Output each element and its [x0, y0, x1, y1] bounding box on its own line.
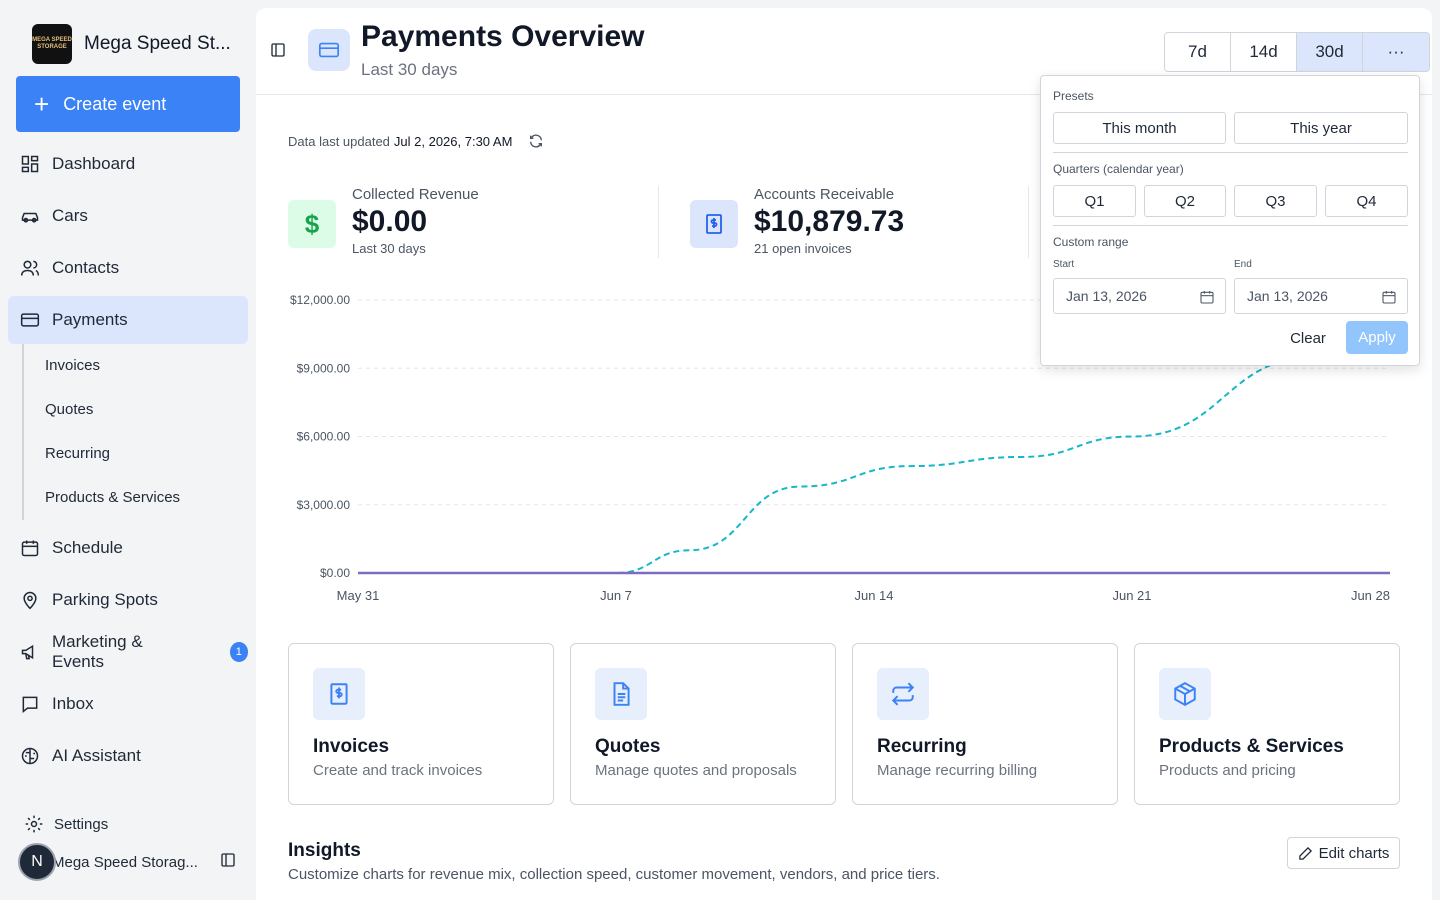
- user-name: Mega Speed Storag...: [52, 853, 198, 871]
- sidebar-item-contacts[interactable]: Contacts: [8, 244, 248, 292]
- subnav-rail: [22, 344, 24, 520]
- x-tick-label: Jun 21: [1112, 588, 1151, 603]
- apply-button[interactable]: Apply: [1346, 321, 1408, 354]
- brand-logo: MEGA SPEED STORAGE: [32, 24, 72, 64]
- x-tick-label: Jun 28: [1351, 588, 1390, 603]
- revenue-line-chart: $12,000.00 $9,000.00 $6,000.00 $3,000.00 $0.…: [290, 293, 1391, 603]
- sidebar-toggle-icon[interactable]: [220, 852, 236, 868]
- card-recurring[interactable]: Recurring Manage recurring billing: [852, 643, 1118, 805]
- range-14d-button[interactable]: 14d: [1231, 33, 1297, 71]
- calendar-icon: [21, 540, 39, 557]
- create-event-button[interactable]: + Create event: [16, 76, 240, 132]
- y-tick-label: $6,000.00: [297, 430, 351, 444]
- sidebar-subitem-invoices[interactable]: Invoices: [45, 357, 101, 374]
- document-icon: [613, 682, 630, 706]
- calendar-icon: [1200, 291, 1214, 304]
- end-date-input[interactable]: Jan 13, 2026: [1234, 278, 1408, 314]
- sidebar-item-ai-assistant[interactable]: AI Assistant: [8, 732, 248, 780]
- x-tick-label: May 31: [337, 588, 380, 603]
- divider: [1053, 152, 1408, 153]
- pencil-icon: [1298, 846, 1312, 860]
- sidebar-item-settings[interactable]: Settings: [24, 814, 108, 834]
- kpi-divider: [658, 186, 659, 258]
- card-icon: [20, 313, 40, 327]
- quarters-label: Quarters (calendar year): [1053, 162, 1184, 176]
- contacts-icon: [20, 260, 40, 276]
- preset-this-year-button[interactable]: This year: [1234, 112, 1408, 144]
- date-range-popover: Presets This month This year Quarters (c…: [1040, 75, 1420, 366]
- box-icon: [1174, 682, 1196, 706]
- card-invoices[interactable]: Invoices Create and track invoices: [288, 643, 554, 805]
- sidebar-item-inbox[interactable]: Inbox: [8, 680, 248, 728]
- series-line-0: [358, 317, 1391, 574]
- map-pin-icon: [23, 591, 37, 610]
- sidebar-subitem-products[interactable]: Products & Services: [45, 489, 181, 506]
- avatar: N: [18, 843, 56, 881]
- kpi-collected-revenue: $ Collected Revenue $0.00 Last 30 days: [288, 186, 479, 256]
- sidebar-item-marketing[interactable]: Marketing & Events 1: [8, 628, 248, 676]
- x-tick-label: Jun 14: [854, 588, 893, 603]
- y-tick-label: $9,000.00: [297, 361, 351, 375]
- data-updated: Data last updated Jul 2, 2026, 7:30 AM: [288, 133, 544, 149]
- repeat-icon: [891, 682, 915, 706]
- sidebar-item-dashboard[interactable]: Dashboard: [8, 140, 248, 188]
- gear-icon: [25, 815, 43, 833]
- edit-charts-button[interactable]: Edit charts: [1287, 837, 1400, 869]
- custom-range-label: Custom range: [1053, 235, 1129, 249]
- more-ranges-button[interactable]: ···: [1363, 33, 1429, 71]
- y-tick-label: $12,000.00: [290, 293, 350, 307]
- megaphone-icon: [21, 644, 34, 660]
- page-subtitle: Last 30 days: [361, 60, 458, 79]
- sidebar-item-parking-spots[interactable]: Parking Spots: [8, 576, 248, 624]
- invoice-icon: [330, 683, 348, 705]
- y-tick-label: $3,000.00: [297, 498, 351, 512]
- quarter-q1-button[interactable]: Q1: [1053, 185, 1136, 217]
- date-range-selector: 7d 14d 30d ···: [1164, 32, 1430, 72]
- kpi-accounts-receivable: Accounts Receivable $10,879.73 21 open i…: [690, 186, 904, 256]
- insights-title: Insights: [288, 840, 361, 861]
- panel-toggle-icon[interactable]: [270, 42, 286, 58]
- range-7d-button[interactable]: 7d: [1165, 33, 1231, 71]
- brain-icon: [21, 747, 39, 765]
- calendar-icon: [1382, 291, 1396, 304]
- clear-button[interactable]: Clear: [1285, 322, 1331, 354]
- start-label: Start: [1053, 259, 1075, 270]
- receipt-icon: [690, 200, 738, 248]
- user-account-row[interactable]: N Mega Speed Storag...: [18, 842, 248, 882]
- plus-icon: +: [34, 89, 50, 119]
- sidebar-item-cars[interactable]: Cars: [8, 192, 248, 240]
- dashboard-icon: [21, 155, 39, 173]
- card-products-services[interactable]: Products & Services Products and pricing: [1134, 643, 1400, 805]
- car-icon: [21, 212, 39, 223]
- quick-links: Invoices Create and track invoices Quote…: [288, 643, 1400, 805]
- start-date-input[interactable]: Jan 13, 2026: [1053, 278, 1226, 314]
- payments-header-icon: [308, 29, 350, 71]
- preset-this-month-button[interactable]: This month: [1053, 112, 1226, 144]
- quarter-q4-button[interactable]: Q4: [1325, 185, 1408, 217]
- x-tick-label: Jun 7: [600, 588, 632, 603]
- sidebar: MEGA SPEED STORAGE Mega Speed St... + Cr…: [0, 0, 256, 900]
- end-label: End: [1234, 259, 1252, 270]
- page-header: Payments Overview Last 30 days 7d 14d 30…: [256, 8, 1432, 95]
- quarter-q3-button[interactable]: Q3: [1234, 185, 1317, 217]
- insights-description: Customize charts for revenue mix, collec…: [288, 866, 940, 883]
- sidebar-item-payments[interactable]: Payments: [8, 296, 248, 344]
- refresh-icon[interactable]: [528, 133, 544, 149]
- notification-badge: 1: [229, 642, 248, 662]
- y-tick-label: $0.00: [320, 566, 350, 580]
- sidebar-subitem-recurring[interactable]: Recurring: [45, 445, 111, 462]
- divider: [1053, 225, 1408, 226]
- quarter-q2-button[interactable]: Q2: [1144, 185, 1226, 217]
- brand[interactable]: MEGA SPEED STORAGE Mega Speed St...: [32, 24, 231, 64]
- card-quotes[interactable]: Quotes Manage quotes and proposals: [570, 643, 836, 805]
- page-title: Payments Overview: [361, 20, 645, 53]
- range-30d-button[interactable]: 30d: [1297, 33, 1363, 71]
- sidebar-subitem-quotes[interactable]: Quotes: [45, 401, 94, 418]
- kpi-divider: [1028, 186, 1029, 258]
- sidebar-item-schedule[interactable]: Schedule: [8, 524, 248, 572]
- inbox-icon: [22, 696, 38, 714]
- brand-name: Mega Speed St...: [84, 33, 231, 54]
- dollar-icon: $: [288, 200, 336, 248]
- presets-label: Presets: [1053, 89, 1094, 103]
